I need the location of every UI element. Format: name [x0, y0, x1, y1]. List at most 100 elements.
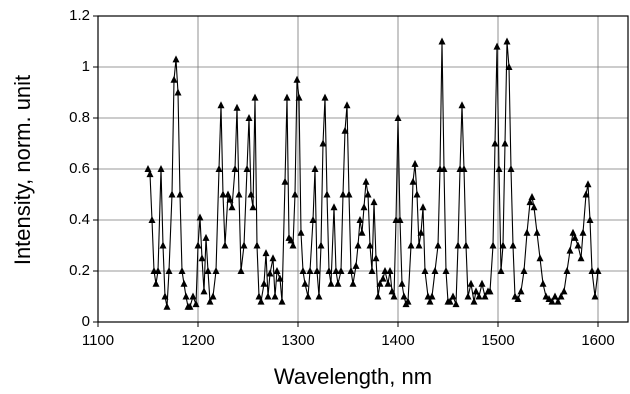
data-point — [394, 114, 402, 121]
data-point — [354, 241, 362, 249]
data-point — [226, 195, 234, 203]
data-point — [472, 287, 480, 295]
data-point — [154, 267, 162, 274]
data-point — [409, 177, 417, 185]
data-point — [276, 274, 284, 282]
data-point — [491, 139, 499, 147]
data-point — [478, 279, 486, 287]
data-point — [325, 267, 333, 274]
data-point — [588, 267, 596, 274]
data-point — [204, 267, 212, 274]
data-point — [449, 292, 457, 300]
data-point — [180, 279, 188, 287]
data-point — [584, 180, 592, 188]
data-point — [146, 170, 154, 178]
data-point — [548, 297, 556, 305]
data-point — [317, 241, 325, 249]
data-point — [349, 279, 357, 287]
data-point — [530, 203, 538, 211]
data-point — [539, 279, 547, 287]
data-point — [464, 292, 472, 300]
data-point — [233, 103, 241, 111]
data-point — [330, 203, 338, 211]
x-tick-label: 1400 — [381, 332, 414, 349]
data-point — [507, 165, 515, 172]
data-point — [157, 165, 165, 172]
data-point — [582, 190, 590, 198]
data-point — [168, 190, 176, 198]
data-point — [163, 302, 171, 310]
data-point — [440, 165, 448, 172]
data-point — [182, 292, 190, 300]
data-point — [297, 228, 305, 236]
data-point — [554, 297, 562, 305]
data-point — [260, 279, 268, 287]
data-point — [454, 241, 462, 249]
data-point — [356, 216, 364, 223]
x-tick-label: 1600 — [581, 332, 614, 349]
data-point — [571, 233, 579, 241]
data-point — [360, 203, 368, 211]
data-point — [319, 139, 327, 147]
data-point — [386, 267, 394, 274]
data-point — [569, 228, 577, 236]
data-point — [574, 241, 582, 249]
data-point — [376, 279, 384, 287]
data-point — [176, 190, 184, 198]
data-point — [209, 292, 217, 300]
data-point — [523, 228, 531, 236]
data-point — [526, 198, 534, 206]
data-point — [411, 159, 419, 167]
data-point — [202, 233, 210, 241]
data-point — [287, 236, 295, 244]
data-point — [255, 292, 263, 300]
data-point — [186, 302, 194, 310]
data-point — [509, 241, 517, 249]
data-point — [170, 75, 178, 83]
data-point — [289, 241, 297, 249]
data-point — [224, 190, 232, 198]
data-point — [343, 101, 351, 109]
data-point — [347, 267, 355, 274]
data-point — [291, 190, 299, 198]
data-point — [212, 267, 220, 274]
data-point — [148, 216, 156, 223]
data-point — [370, 198, 378, 206]
data-point — [304, 292, 312, 300]
x-tick-label: 1300 — [281, 332, 314, 349]
data-point — [442, 267, 450, 274]
data-point — [398, 279, 406, 287]
data-point — [323, 190, 331, 198]
data-point — [458, 101, 466, 109]
data-point — [372, 254, 380, 262]
data-point — [159, 241, 167, 249]
data-point — [306, 267, 314, 274]
data-point — [243, 165, 251, 172]
data-point — [470, 297, 478, 305]
data-point — [313, 267, 321, 274]
data-point — [495, 165, 503, 172]
data-point — [198, 254, 206, 262]
data-point — [262, 249, 270, 257]
data-point — [235, 190, 243, 198]
data-point — [217, 101, 225, 109]
data-point — [528, 193, 536, 201]
data-point — [334, 279, 342, 287]
data-point — [194, 241, 202, 249]
data-point — [501, 139, 509, 147]
data-point — [206, 297, 214, 305]
data-point — [231, 165, 239, 172]
data-point — [390, 292, 398, 300]
data-point — [503, 37, 511, 45]
data-point — [299, 267, 307, 274]
data-point — [462, 241, 470, 249]
data-point — [253, 241, 261, 249]
data-point — [152, 279, 160, 287]
y-axis-title: Intensity, norm. unit — [10, 75, 35, 265]
x-axis-title: Wavelength, nm — [274, 364, 432, 389]
x-tick-label: 1200 — [181, 332, 214, 349]
data-point — [514, 295, 522, 303]
data-point — [309, 216, 317, 223]
data-point — [174, 88, 182, 96]
